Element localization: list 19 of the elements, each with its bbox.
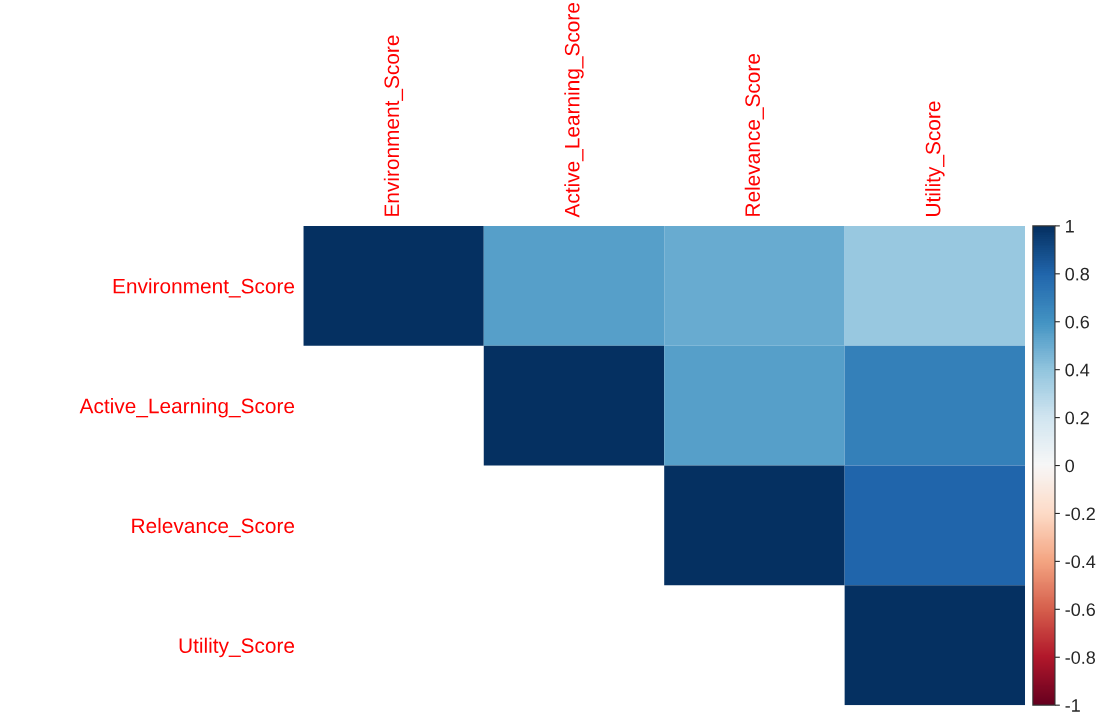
x-tick-label: Utility_Score xyxy=(925,101,945,216)
color-bar-label: 0 xyxy=(1065,459,1075,473)
color-bar-label: 0.4 xyxy=(1065,363,1090,377)
y-tick-label: Relevance_Score xyxy=(132,517,295,538)
color-bar-label: -0.4 xyxy=(1065,555,1096,569)
y-tick-label: Utility_Score xyxy=(179,637,295,658)
color-bar-label: 0.2 xyxy=(1065,411,1089,425)
y-tick-label: Environment_Score xyxy=(113,278,295,298)
x-tick-label: Active_Learning_Score xyxy=(564,3,584,218)
x-tick-label: Environment_Score xyxy=(383,35,404,216)
color-bar-label: -0.6 xyxy=(1065,603,1096,617)
x-tick-label: Relevance_Score xyxy=(744,54,764,216)
color-bar-label: 0.6 xyxy=(1065,315,1089,329)
color-bar-label: -0.8 xyxy=(1065,651,1096,664)
color-bar-label: 0.8 xyxy=(1065,267,1090,281)
color-bar-label: -1 xyxy=(1065,699,1080,712)
color-bar-label: 1 xyxy=(1066,220,1074,233)
color-bar-label: -0.2 xyxy=(1065,507,1095,521)
y-tick-label: Active_Learning_Score xyxy=(79,398,295,418)
